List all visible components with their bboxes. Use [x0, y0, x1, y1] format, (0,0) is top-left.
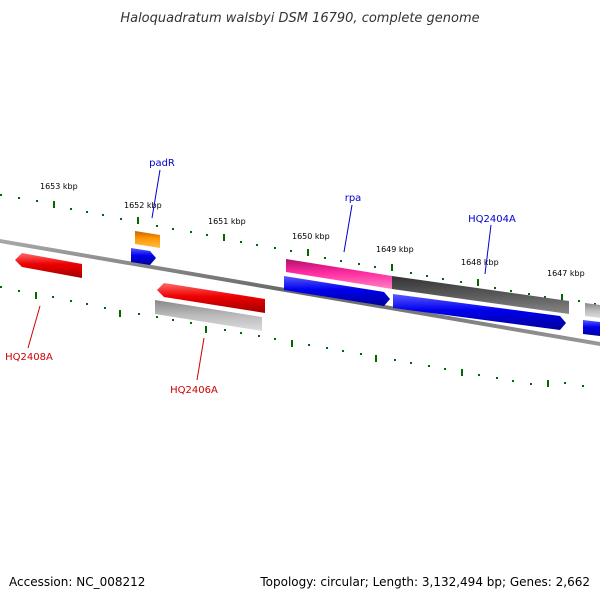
- scale-label-1651: 1651 kbp: [208, 217, 246, 226]
- rpa-label[interactable]: rpa: [345, 193, 362, 204]
- map-title: Haloquadratum walsbyi DSM 16790, complet…: [120, 11, 479, 26]
- scale-label-1652: 1652 kbp: [124, 201, 162, 210]
- rpa-gene[interactable]: [284, 276, 390, 306]
- label-leaders: [27, 169, 492, 381]
- lower-tick-track: [0, 286, 584, 387]
- rpa-leader: [343, 204, 353, 253]
- scale-label-1648: 1648 kbp: [461, 258, 499, 267]
- scale-label-1649: 1649 kbp: [376, 245, 414, 254]
- accession-text: Accession: NC_008212: [9, 575, 145, 589]
- light-gray-feature-right[interactable]: [585, 303, 600, 318]
- scale-label-1653: 1653 kbp: [40, 182, 78, 191]
- HQ2408A-label[interactable]: HQ2408A: [5, 352, 53, 363]
- scale-labels: 1653 kbp 1652 kbp 1651 kbp 1650 kbp 1649…: [40, 182, 585, 278]
- HQ2408A-leader: [27, 305, 41, 349]
- reverse-strand-genes[interactable]: [15, 253, 265, 313]
- genome-summary-text: Topology: circular; Length: 3,132,494 bp…: [259, 575, 590, 589]
- gene-labels: padR rpa HQ2404A HQ2408A HQ2406A: [5, 158, 516, 396]
- HQ2406A-gene[interactable]: [157, 283, 265, 313]
- scale-label-1650: 1650 kbp: [292, 232, 330, 241]
- feature-track-upper[interactable]: [135, 231, 600, 318]
- pink-feature[interactable]: [286, 259, 392, 289]
- upper-tick-track: [0, 194, 596, 305]
- scale-label-1647: 1647 kbp: [547, 269, 585, 278]
- HQ2406A-label[interactable]: HQ2406A: [170, 385, 218, 396]
- HQ2404A-leader: [484, 224, 492, 275]
- padR-leader: [151, 169, 161, 219]
- HQ2404A-label[interactable]: HQ2404A: [468, 214, 516, 225]
- HQ2404A-gene[interactable]: [393, 294, 566, 330]
- HQ2408A-gene[interactable]: [15, 253, 82, 278]
- padR-gene[interactable]: [131, 248, 156, 265]
- blue-gene-edge[interactable]: [583, 320, 600, 336]
- orange-feature[interactable]: [135, 231, 160, 248]
- forward-strand-genes[interactable]: [131, 248, 600, 336]
- dark-gray-feature[interactable]: [392, 276, 569, 314]
- light-gray-feature-lower[interactable]: [155, 300, 262, 331]
- HQ2406A-leader: [196, 337, 205, 381]
- padR-label[interactable]: padR: [149, 158, 175, 169]
